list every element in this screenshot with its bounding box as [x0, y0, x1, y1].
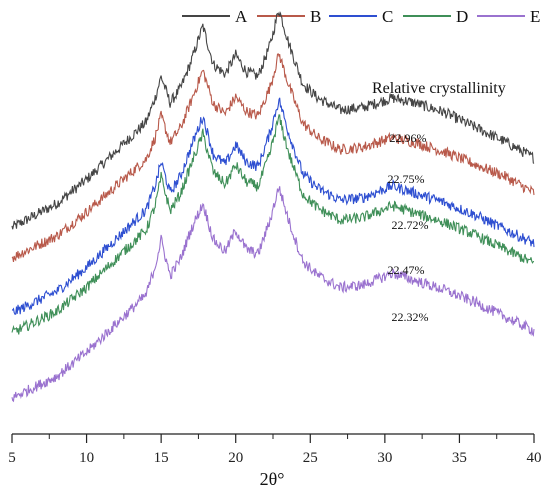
legend-label-B: B: [310, 7, 321, 26]
crystallinity-label-A: 22.96%: [390, 131, 427, 145]
legend-label-C: C: [382, 7, 393, 26]
legend-label-E: E: [530, 7, 540, 26]
legend: A B C D E: [182, 7, 540, 26]
series-line-A: [11, 11, 535, 230]
crystallinity-label-D: 22.47%: [388, 263, 425, 277]
x-tick-label-5: 5: [8, 450, 16, 466]
series-line-E: [11, 186, 535, 403]
x-ticks: 5 10 15 20 25 30 35 40: [8, 434, 542, 466]
x-tick-label-15: 15: [154, 450, 169, 466]
crystallinity-label-E: 22.32%: [392, 310, 429, 324]
x-tick-label-25: 25: [303, 450, 318, 466]
annotations: Relative crystallinity 22.96% 22.75% 22.72…: [372, 80, 506, 324]
series-layer: [11, 11, 535, 403]
series-line-B: [11, 53, 535, 262]
x-axis-label: 2θ°: [260, 469, 285, 489]
x-tick-label-40: 40: [527, 450, 542, 466]
x-tick-label-35: 35: [452, 450, 467, 466]
crystallinity-label-B: 22.75%: [388, 172, 425, 186]
x-tick-label-10: 10: [79, 450, 94, 466]
series-line-C: [11, 97, 535, 315]
series-line-D: [11, 114, 535, 335]
annotation-title: Relative crystallinity: [372, 80, 506, 97]
x-tick-label-20: 20: [228, 450, 243, 466]
legend-label-A: A: [235, 7, 248, 26]
crystallinity-label-C: 22.72%: [392, 218, 429, 232]
x-tick-label-30: 30: [377, 450, 392, 466]
legend-label-D: D: [456, 7, 468, 26]
